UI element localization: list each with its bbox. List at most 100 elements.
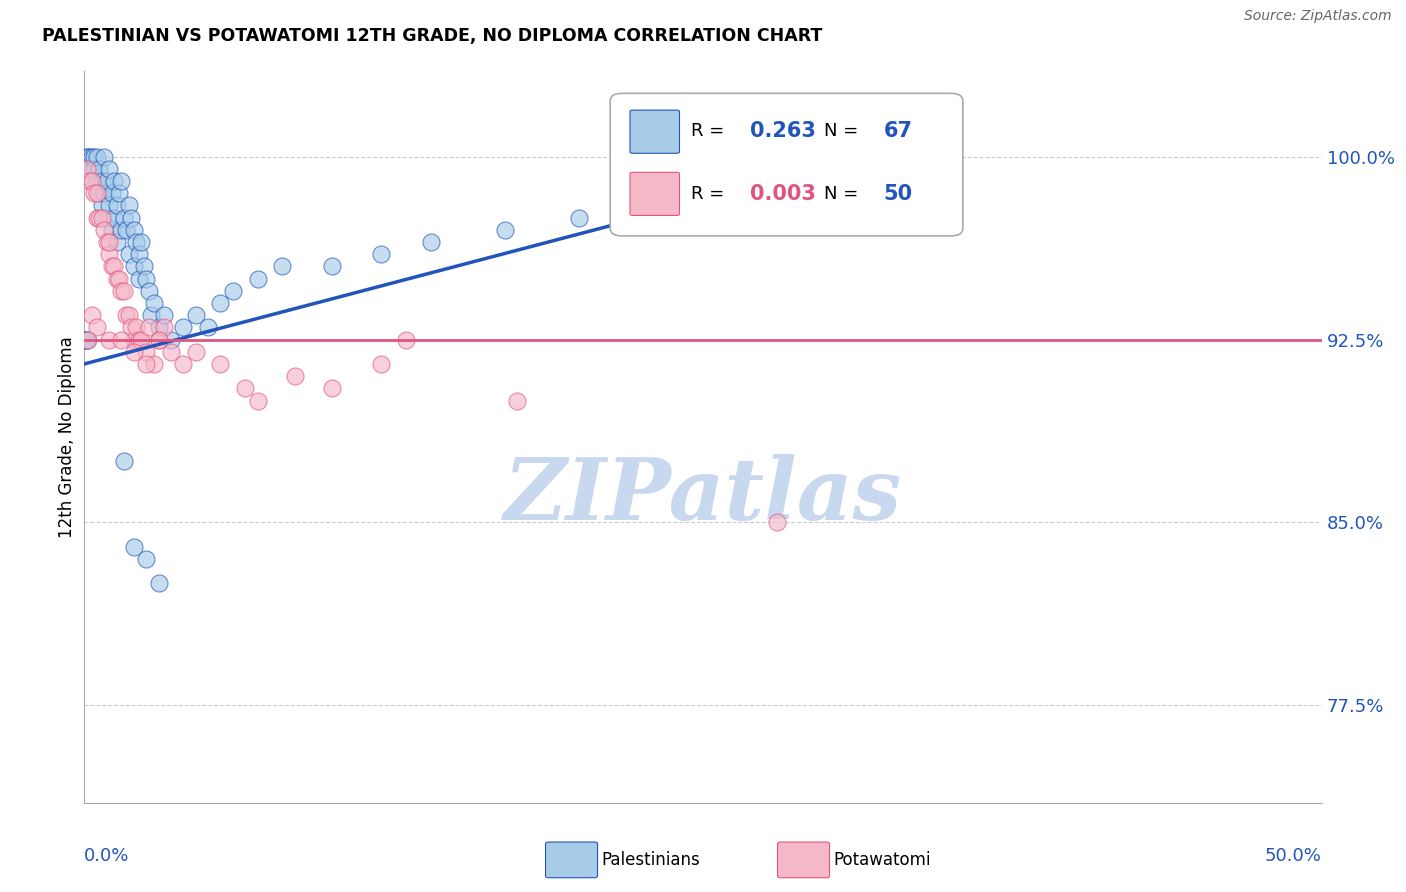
Point [112, 454, 135, 468]
Point [108, 186, 131, 201]
Point [86, 211, 108, 225]
Point [184, 308, 207, 322]
Point [118, 308, 141, 322]
Text: ZIPatlas: ZIPatlas [503, 454, 903, 537]
Point [222, 284, 245, 298]
Point [122, 223, 145, 237]
Point [96, 174, 118, 188]
Point [128, 271, 150, 285]
Point [76, 161, 98, 176]
Point [79, 150, 101, 164]
Point [172, 320, 194, 334]
Point [98, 333, 121, 347]
Point [115, 223, 138, 237]
Point [321, 260, 343, 274]
Point [93, 223, 115, 237]
Point [93, 186, 115, 201]
Point [321, 381, 343, 395]
Point [100, 260, 122, 274]
Point [83, 161, 105, 176]
Point [76, 150, 98, 164]
Text: R =: R = [690, 185, 730, 202]
Point [138, 320, 160, 334]
Point [568, 211, 591, 225]
Text: N =: N = [824, 185, 865, 202]
Point [395, 333, 418, 347]
Text: Potawatomi: Potawatomi [834, 851, 931, 869]
Point [103, 211, 125, 225]
Point [160, 333, 183, 347]
Point [184, 344, 207, 359]
Point [148, 320, 170, 334]
Point [246, 271, 269, 285]
Point [83, 186, 105, 201]
Point [142, 296, 165, 310]
FancyBboxPatch shape [630, 110, 679, 153]
Point [90, 174, 112, 188]
Point [132, 260, 155, 274]
Point [75, 333, 97, 347]
Point [209, 296, 232, 310]
Point [284, 369, 307, 384]
Text: 0.263: 0.263 [749, 121, 815, 141]
Point [115, 308, 138, 322]
Point [271, 260, 294, 274]
Point [98, 235, 121, 249]
Point [105, 198, 128, 212]
Point [75, 333, 97, 347]
Point [96, 235, 118, 249]
Point [135, 552, 157, 566]
Point [80, 174, 103, 188]
Point [142, 357, 165, 371]
Point [80, 174, 103, 188]
Point [118, 198, 141, 212]
Point [79, 174, 101, 188]
Y-axis label: 12th Grade, No Diploma: 12th Grade, No Diploma [58, 336, 76, 538]
Point [370, 247, 392, 261]
Point [98, 161, 121, 176]
Point [103, 260, 125, 274]
Point [419, 235, 441, 249]
Text: 67: 67 [883, 121, 912, 141]
Point [152, 320, 174, 334]
Point [86, 174, 108, 188]
Point [108, 271, 131, 285]
Point [96, 211, 118, 225]
Point [112, 211, 135, 225]
Point [122, 344, 145, 359]
Point [76, 333, 98, 347]
Point [125, 235, 148, 249]
Point [135, 344, 157, 359]
Point [246, 393, 269, 408]
Point [105, 235, 128, 249]
Point [98, 247, 121, 261]
Point [148, 576, 170, 591]
Point [148, 333, 170, 347]
Point [103, 174, 125, 188]
Point [766, 516, 789, 530]
Point [122, 540, 145, 554]
Point [120, 211, 142, 225]
Text: R =: R = [690, 122, 730, 140]
Point [86, 320, 108, 334]
Point [90, 198, 112, 212]
Point [129, 333, 152, 347]
Point [105, 271, 128, 285]
Point [110, 223, 132, 237]
Text: Source: ZipAtlas.com: Source: ZipAtlas.com [1244, 9, 1392, 23]
Point [120, 320, 142, 334]
Point [370, 357, 392, 371]
FancyBboxPatch shape [630, 172, 679, 216]
Point [80, 150, 103, 164]
Point [100, 186, 122, 201]
Point [129, 235, 152, 249]
Point [86, 186, 108, 201]
Point [135, 357, 157, 371]
Point [152, 308, 174, 322]
Point [89, 186, 111, 201]
Text: N =: N = [824, 122, 865, 140]
Point [128, 247, 150, 261]
Point [79, 161, 101, 176]
Point [110, 333, 132, 347]
Point [138, 284, 160, 298]
